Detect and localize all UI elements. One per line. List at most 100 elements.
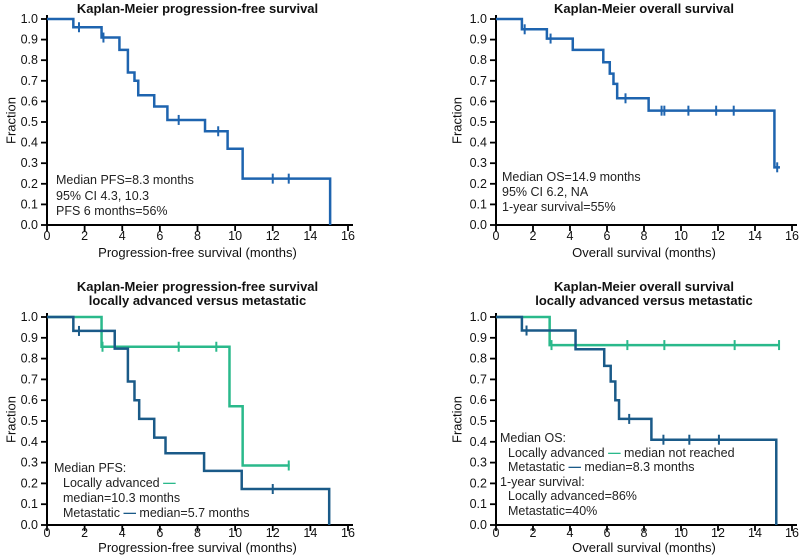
x-tick-label: 8 bbox=[641, 229, 648, 243]
x-tick-label: 8 bbox=[194, 229, 201, 243]
annotation-line: Metastatic=40% bbox=[500, 504, 735, 519]
panel-title-line2: locally advanced versus metastatic bbox=[535, 293, 753, 308]
x-tick-label: 4 bbox=[119, 229, 126, 243]
y-tick-label: 0.0 bbox=[470, 518, 487, 532]
annotation-line: Metastatic — median=5.7 months bbox=[54, 506, 250, 521]
y-tick-label: 0.7 bbox=[21, 74, 38, 88]
y-tick-label: 0.5 bbox=[21, 414, 38, 428]
y-tick-label: 0.8 bbox=[470, 352, 487, 366]
panel-title: Kaplan-Meier overall survival bbox=[496, 2, 792, 16]
panel-km-os-by-stage: 0 2 4 6 8 10 12 14 16 0.0 0.1 0.2 0.3 0.4 0.5 0.6 0.7 0.8… bbox=[400, 280, 800, 560]
km-curve-pfs-all-patients bbox=[47, 17, 332, 225]
y-tick-label: 0.3 bbox=[21, 456, 38, 470]
y-axis-label: Fraction bbox=[3, 97, 19, 144]
y-tick-label: 0.3 bbox=[470, 156, 487, 170]
y-tick-label: 0.4 bbox=[470, 435, 487, 449]
y-tick-label: 1.0 bbox=[470, 310, 487, 324]
annotation-line: 95% CI 4.3, 10.3 bbox=[56, 189, 194, 205]
y-axis-label: Fraction bbox=[449, 396, 465, 443]
x-tick-label: 10 bbox=[228, 229, 242, 243]
annotation-line: Median OS=14.9 months bbox=[502, 170, 641, 185]
panel-title: Kaplan-Meier overall survival locally adv… bbox=[496, 280, 792, 308]
legend-dash-swatch: — bbox=[608, 445, 621, 460]
annotation-line: Median PFS=8.3 months bbox=[56, 173, 194, 189]
y-tick-label: 0.9 bbox=[21, 33, 38, 47]
y-tick-label: 0.2 bbox=[21, 177, 38, 191]
legend-dash-swatch: — bbox=[123, 506, 136, 520]
panel-title-line1: Kaplan-Meier progression-free survival bbox=[76, 279, 319, 294]
annotation-line: median=10.3 months bbox=[54, 491, 250, 506]
annotation-text: median=5.7 months bbox=[135, 506, 250, 520]
y-tick-label: 0.4 bbox=[21, 435, 38, 449]
x-tick-label: 14 bbox=[303, 526, 317, 540]
x-axis-label: Progression-free survival (months) bbox=[98, 540, 297, 555]
stats-annotation: Median PFS=8.3 months 95% CI 4.3, 10.3 PFS… bbox=[56, 173, 194, 220]
panel-title-line1: Kaplan-Meier overall survival bbox=[554, 279, 734, 294]
y-axis-label: Fraction bbox=[3, 396, 19, 443]
panel-km-pfs: 0 2 4 6 8 10 12 14 16 0.0 0.1 0.2 0.3 0.4 0.5 0.6 0.7 0.8… bbox=[0, 0, 400, 280]
legend-dash-swatch: — bbox=[568, 460, 581, 474]
legend-annotation: Median OS: Locally advanced — median not … bbox=[500, 431, 735, 518]
y-tick-label: 0.8 bbox=[21, 53, 38, 67]
x-tick-label: 6 bbox=[604, 229, 611, 243]
x-tick-label: 0 bbox=[493, 526, 500, 540]
x-tick-label: 12 bbox=[266, 526, 280, 540]
x-tick-label: 12 bbox=[711, 526, 725, 540]
x-tick-label: 16 bbox=[785, 526, 799, 540]
x-tick-label: 8 bbox=[194, 526, 201, 540]
annotation-text: 1-year survival=55% bbox=[502, 200, 616, 214]
y-tick-label: 0.3 bbox=[21, 156, 38, 170]
annotation-text: Median OS: bbox=[500, 431, 567, 445]
x-tick-label: 12 bbox=[711, 229, 725, 243]
y-tick-label: 0.7 bbox=[21, 372, 38, 386]
stats-annotation: Median OS=14.9 months 95% CI 6.2, NA 1-yea… bbox=[502, 170, 641, 215]
annotation-text: PFS 6 months=56% bbox=[56, 204, 168, 218]
annotation-line: Locally advanced — median not reached bbox=[500, 446, 735, 461]
x-tick-label: 6 bbox=[156, 526, 163, 540]
x-axis-label: Progression-free survival (months) bbox=[98, 245, 297, 260]
y-tick-label: 0.9 bbox=[21, 331, 38, 345]
y-tick-label: 0.6 bbox=[21, 94, 38, 108]
y-tick-label: 0.3 bbox=[470, 456, 487, 470]
x-tick-label: 16 bbox=[341, 229, 355, 243]
panel-km-os: 0 2 4 6 8 10 12 14 16 0.0 0.1 0.2 0.3 0.4 0.5 0.6 0.7 0.8… bbox=[400, 0, 800, 280]
annotation-text: Locally advanced bbox=[508, 445, 609, 460]
y-tick-label: 0.4 bbox=[470, 136, 487, 150]
annotation-line: Median PFS: bbox=[54, 461, 250, 476]
x-axis-label: Overall survival (months) bbox=[572, 245, 716, 260]
panel-title: Kaplan-Meier progression-free survival bbox=[47, 2, 348, 16]
y-tick-label: 0.7 bbox=[470, 74, 487, 88]
km-curve-metastatic bbox=[496, 315, 778, 525]
y-tick-label: 0.8 bbox=[21, 352, 38, 366]
y-tick-label: 0.5 bbox=[470, 414, 487, 428]
y-tick-label: 0.6 bbox=[21, 393, 38, 407]
x-tick-label: 12 bbox=[266, 229, 280, 243]
km-curve-os-all-patients bbox=[496, 17, 780, 169]
x-tick-label: 8 bbox=[641, 526, 648, 540]
y-tick-label: 0.5 bbox=[470, 115, 487, 129]
y-tick-label: 0.1 bbox=[470, 197, 487, 211]
km-pfs-by-stage-plot: 0 2 4 6 8 10 12 14 16 0.0 0.1 0.2 0.3 0.4 0.5 0.6 0.7 0.8… bbox=[21, 310, 355, 540]
y-tick-label: 1.0 bbox=[21, 12, 38, 26]
x-tick-label: 4 bbox=[567, 229, 574, 243]
annotation-text: Median OS=14.9 months bbox=[502, 170, 641, 184]
annotation-text: Metastatic bbox=[508, 460, 569, 474]
y-tick-label: 0.6 bbox=[470, 94, 487, 108]
x-tick-label: 0 bbox=[493, 229, 500, 243]
annotation-line: Median OS: bbox=[500, 431, 735, 446]
panel-title-line1: Kaplan-Meier overall survival bbox=[554, 1, 734, 16]
annotation-text: Locally advanced bbox=[63, 476, 164, 490]
x-tick-label: 16 bbox=[341, 526, 355, 540]
km-pfs-plot: 0 2 4 6 8 10 12 14 16 0.0 0.1 0.2 0.3 0.4 0.5 0.6 0.7 0.8… bbox=[21, 12, 355, 243]
panel-km-pfs-by-stage: 0 2 4 6 8 10 12 14 16 0.0 0.1 0.2 0.3 0.4 0.5 0.6 0.7 0.8… bbox=[0, 280, 400, 560]
legend-dash-swatch: — bbox=[163, 476, 176, 490]
annotation-text: 95% CI 6.2, NA bbox=[502, 185, 589, 199]
panel-title: Kaplan-Meier progression-free survival lo… bbox=[47, 280, 348, 308]
y-tick-label: 0.9 bbox=[470, 331, 487, 345]
y-tick-label: 1.0 bbox=[470, 12, 487, 26]
x-tick-label: 4 bbox=[567, 526, 574, 540]
y-tick-label: 0.1 bbox=[470, 497, 487, 511]
annotation-text: median not reached bbox=[620, 445, 735, 460]
x-tick-label: 14 bbox=[303, 229, 317, 243]
y-tick-label: 0.5 bbox=[21, 115, 38, 129]
